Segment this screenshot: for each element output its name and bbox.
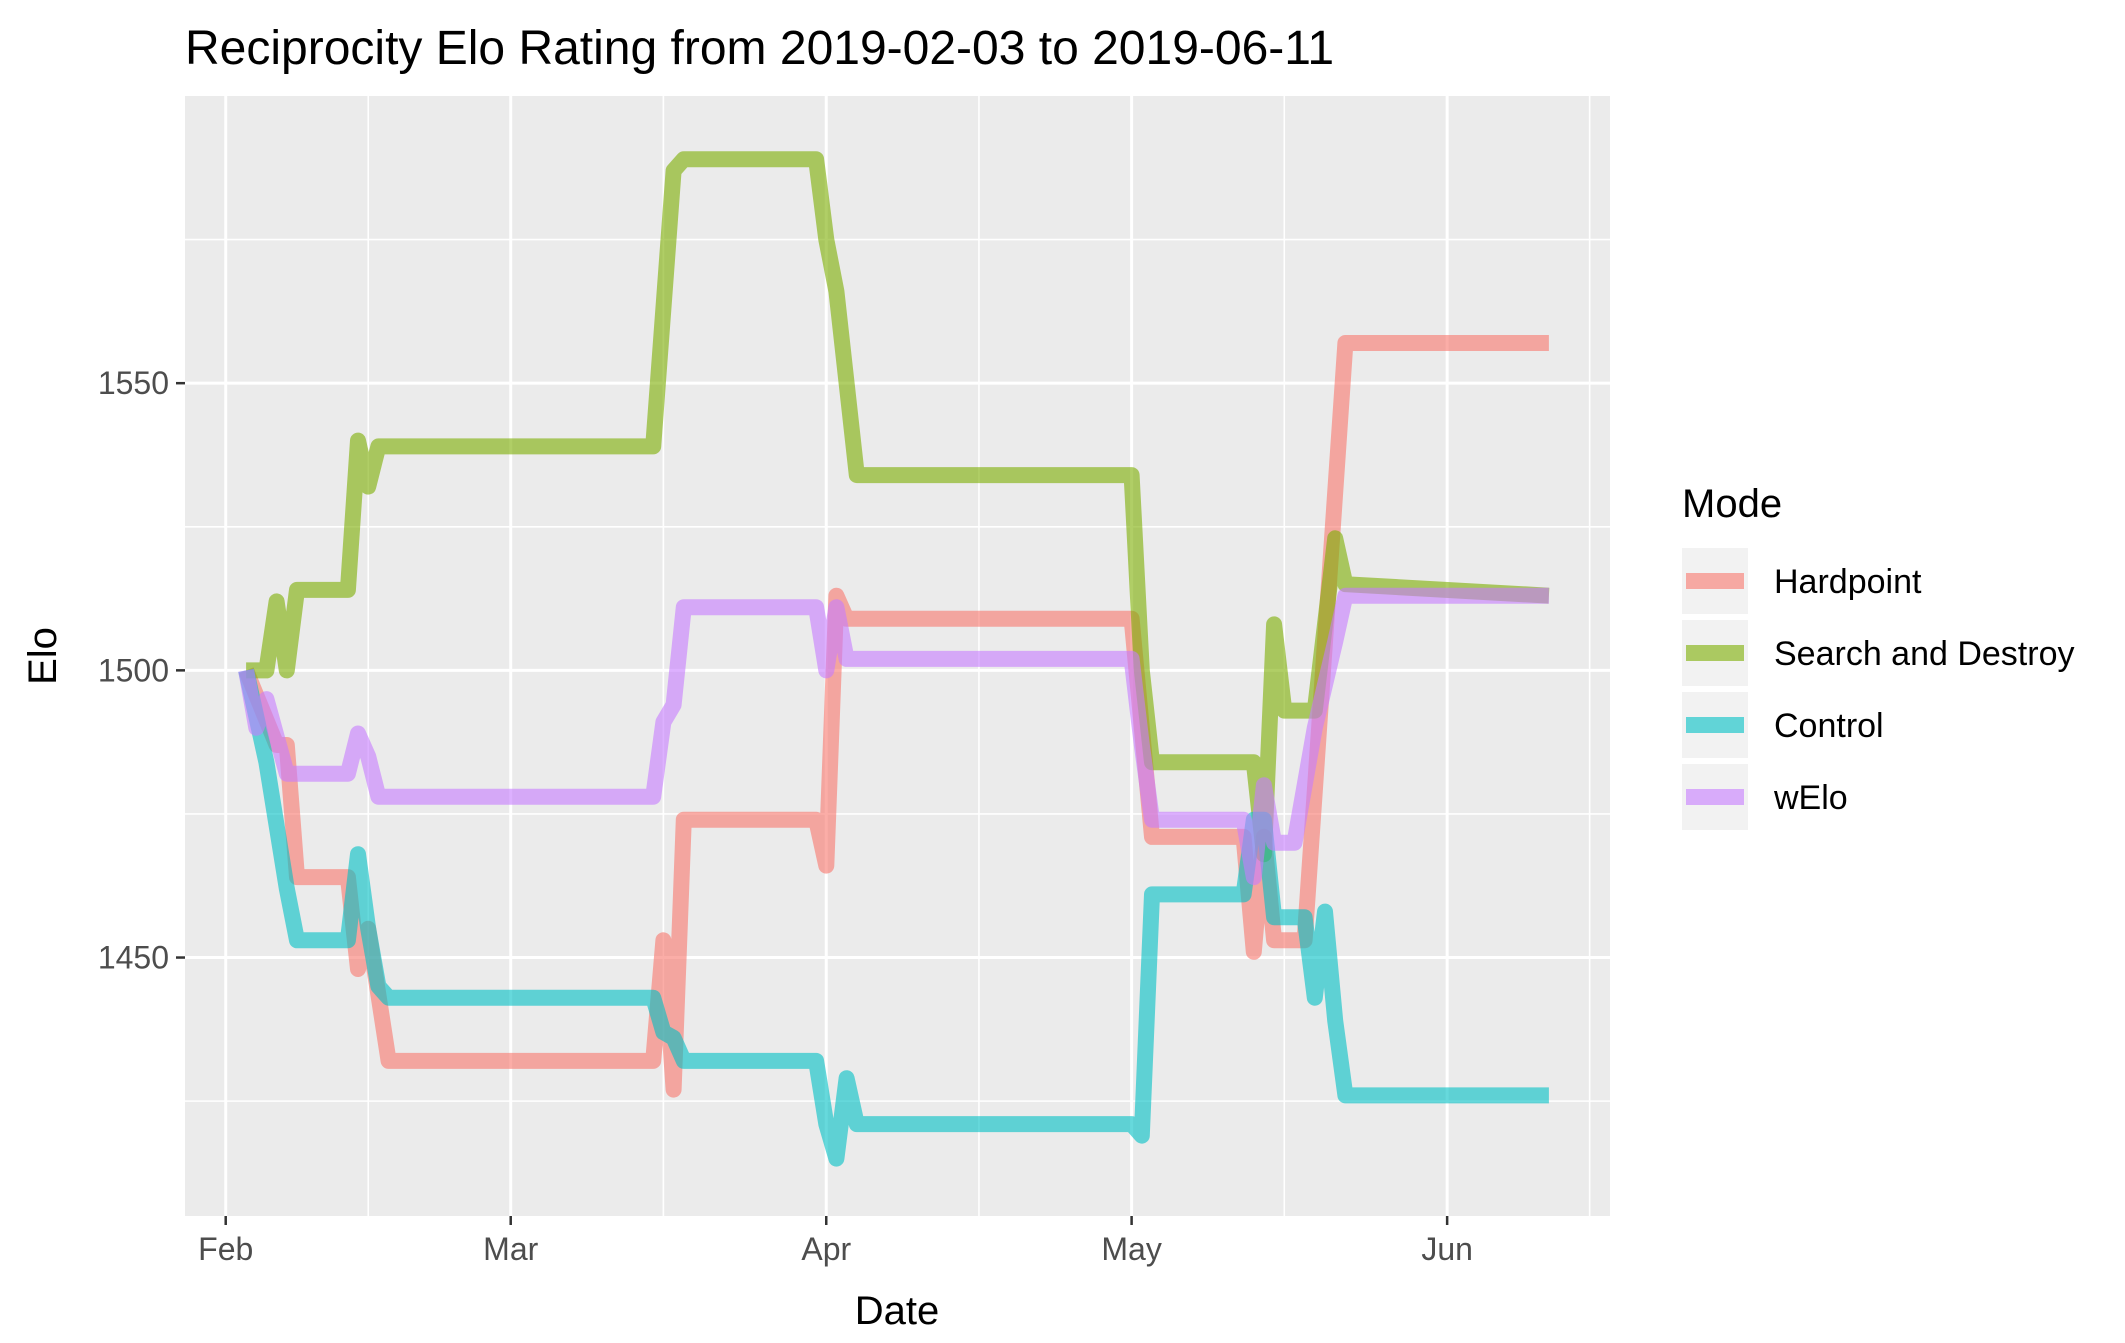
legend-label: Control <box>1774 707 1884 745</box>
minor-gridlines <box>185 96 1610 1216</box>
y-tick-label: 1450 <box>98 940 169 976</box>
series-line-control <box>238 668 1549 1167</box>
legend: Mode Hardpoint Search and Destroy Control w… <box>1682 482 2075 830</box>
x-tick-label: Feb <box>198 1231 253 1267</box>
series-lines <box>238 151 1550 1167</box>
chart-title: Reciprocity Elo Rating from 2019-02-03 t… <box>185 22 1334 75</box>
legend-title: Mode <box>1682 482 1782 526</box>
x-tick-label: Apr <box>801 1231 851 1267</box>
legend-label: wElo <box>1773 779 1848 817</box>
y-tick-label: 1550 <box>98 365 169 401</box>
series-line-search-and-destroy <box>246 151 1550 863</box>
x-axis-title: Date <box>855 1289 940 1333</box>
y-axis-title: Elo <box>21 627 65 685</box>
y-axis: 1450 1500 1550 <box>98 365 185 976</box>
x-tick-label: May <box>1101 1231 1161 1267</box>
x-axis: Feb Mar Apr May Jun <box>198 1216 1473 1267</box>
y-tick-label: 1500 <box>98 652 169 688</box>
x-tick-label: Jun <box>1421 1231 1473 1267</box>
legend-label: Hardpoint <box>1774 563 1922 601</box>
series-line-welo <box>238 587 1549 886</box>
x-tick-label: Mar <box>483 1231 538 1267</box>
legend-label: Search and Destroy <box>1774 635 2075 673</box>
